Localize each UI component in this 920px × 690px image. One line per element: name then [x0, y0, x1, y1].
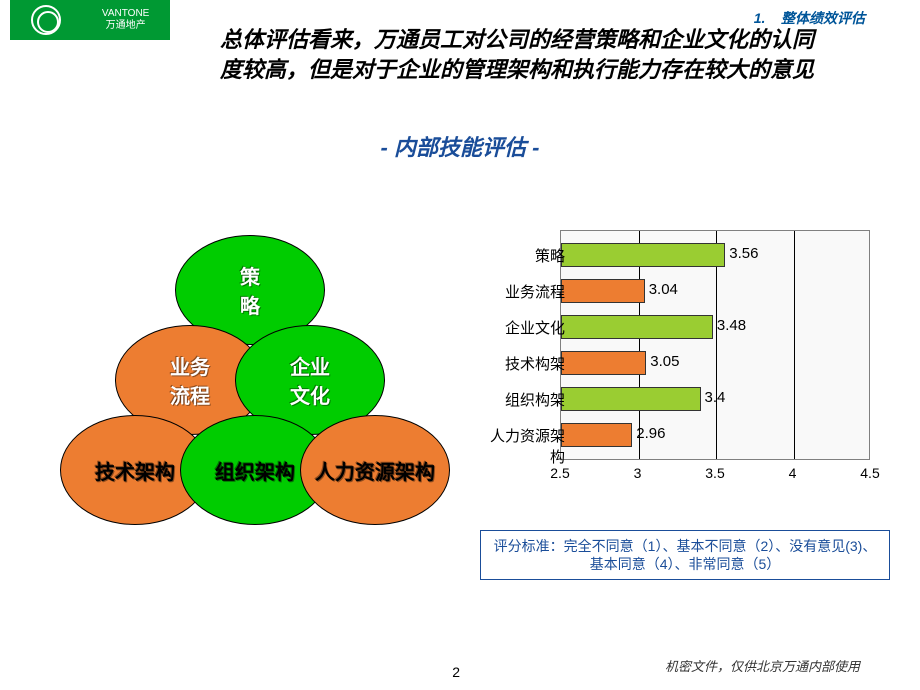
chart-gridline — [794, 231, 795, 459]
chart-bar — [561, 387, 701, 411]
scoring-legend: 评分标准：完全不同意（1）、基本不同意（2）、没有意见(3)、基本同意（4）、非… — [480, 530, 890, 580]
logo-swirl-icon — [31, 5, 61, 35]
logo-text: VANTONE 万通地产 — [102, 8, 149, 32]
venn-node-label: 人力资源架构 — [315, 456, 435, 485]
chart-x-tick: 3 — [634, 465, 642, 481]
venn-node-label: 策 略 — [240, 261, 260, 319]
venn-diagram: 策 略业务 流程 企业 文化技术架构 组织架构人力资源架构 — [60, 230, 440, 530]
logo-line2: 万通地产 — [102, 20, 149, 32]
chart-plot-area — [560, 230, 870, 460]
section-index: 1. — [754, 10, 766, 26]
chart-value-label: 3.4 — [705, 389, 726, 406]
chart-bar — [561, 423, 632, 447]
chart-x-tick: 3.5 — [705, 465, 724, 481]
chart-x-tick: 4 — [789, 465, 797, 481]
chart-bar — [561, 279, 645, 303]
chart-bar — [561, 243, 725, 267]
chart-value-label: 3.48 — [717, 317, 746, 334]
logo: VANTONE 万通地产 — [10, 0, 170, 40]
chart-x-tick: 4.5 — [860, 465, 879, 481]
chart-value-label: 3.56 — [729, 245, 758, 262]
chart-bar — [561, 351, 646, 375]
chart-y-label: 人力资源架构 — [480, 425, 565, 467]
section-text: 整体绩效评估 — [781, 10, 865, 26]
venn-node-label: 技术架构 — [95, 456, 175, 485]
chart-y-label: 组织构架 — [480, 389, 565, 410]
venn-node-hr: 人力资源架构 — [300, 415, 450, 525]
chart-y-label: 技术构架 — [480, 353, 565, 374]
venn-node-label: 组织架构 — [215, 456, 295, 485]
chart-y-label: 企业文化 — [480, 317, 565, 338]
page-number: 2 — [0, 664, 460, 680]
headline: 总体评估看来，万通员工对公司的经营策略和企业文化的认同度较高，但是对于企业的管理… — [220, 25, 830, 85]
chart-y-label: 策略 — [480, 245, 565, 266]
logo-line1: VANTONE — [102, 8, 149, 20]
chart-value-label: 3.04 — [649, 281, 678, 298]
chart-bar — [561, 315, 713, 339]
chart-value-label: 3.05 — [650, 353, 679, 370]
subtitle: - 内部技能评估 - — [0, 130, 920, 162]
chart-y-label: 业务流程 — [480, 281, 565, 302]
confidential-notice: 机密文件，仅供北京万通内部使用 — [665, 656, 860, 675]
chart-x-tick: 2.5 — [550, 465, 569, 481]
chart-value-label: 2.96 — [636, 425, 665, 442]
venn-node-label: 业务 流程 — [170, 351, 210, 409]
bar-chart: 2.5 3 3.5 4 4.5 策略 3.56 业务流程 3.04 企业文化 3.48 技术构架 3.0… — [470, 230, 890, 530]
venn-node-label: 企业 文化 — [290, 351, 330, 409]
